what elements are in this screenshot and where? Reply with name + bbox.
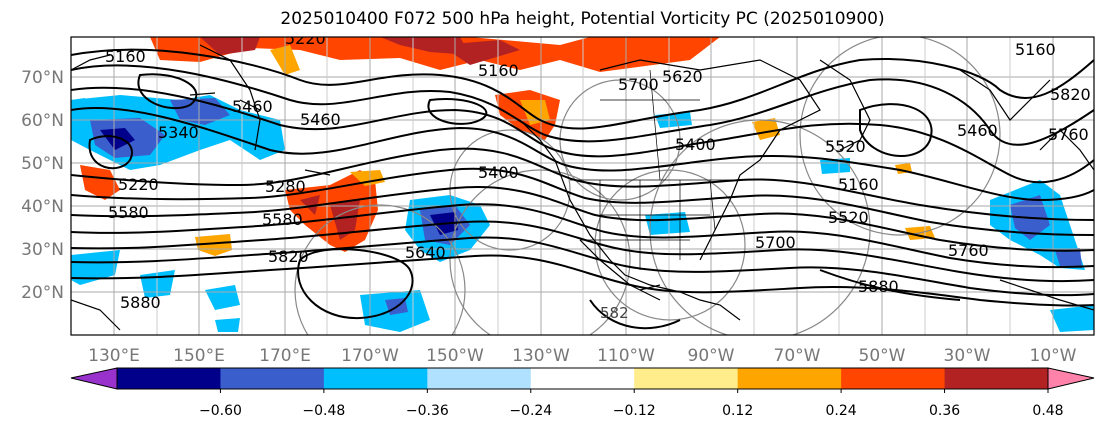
colorbar-segment <box>117 368 221 389</box>
lat-tick-label: 70°N <box>21 68 64 88</box>
lon-tick-label: 50°W <box>859 346 906 366</box>
contour-label: 5700 <box>755 233 796 252</box>
contour-label: 5760 <box>1048 125 1089 144</box>
lon-tick-label: 170°E <box>259 346 311 366</box>
contour-labels: 5160 5220 5160 5160 5340 5400 5460 5520 … <box>105 29 1091 322</box>
contour-label: 5620 <box>662 67 703 86</box>
colorbar-tick-label: 0.48 <box>1032 403 1063 419</box>
colorbar-right-extend <box>1047 367 1095 390</box>
contour-label: 5820 <box>268 247 309 266</box>
lon-tick-label: 10°W <box>1030 346 1077 366</box>
contour-label: 5520 <box>825 137 866 156</box>
contour-label: 5580 <box>108 203 149 222</box>
contour-label: 5340 <box>158 123 199 142</box>
colorbar-tick-label: −0.12 <box>613 403 656 419</box>
lon-tick-label: 150°W <box>426 346 484 366</box>
lat-tick-label: 40°N <box>21 197 64 217</box>
colorbar-left-extend <box>70 367 118 390</box>
lon-tick-label: 90°W <box>688 346 735 366</box>
contour-label: 5400 <box>478 163 519 182</box>
contour-label: 5460 <box>300 110 341 129</box>
contour-label: 5880 <box>858 277 899 296</box>
minor-contours <box>189 92 661 291</box>
lon-axis: 130°E 150°E 170°E 170°W 150°W 130°W 110°… <box>88 346 1077 366</box>
map-frame <box>70 36 1095 336</box>
lon-tick-label: 110°W <box>597 346 655 366</box>
colorbar-tick-label: −0.48 <box>302 403 345 419</box>
colorbar-tick-label: −0.36 <box>406 403 449 419</box>
contour-label: 582 <box>600 304 629 322</box>
contour-label: 5700 <box>618 75 659 94</box>
contour-label: 5280 <box>265 177 306 196</box>
colorbar-segment <box>530 368 635 389</box>
height-contours <box>71 48 1094 330</box>
contour-label: 5880 <box>120 293 161 312</box>
political-borders <box>570 69 740 270</box>
colorbar-tick-label: 0.12 <box>722 403 753 419</box>
lat-tick-label: 60°N <box>21 111 64 131</box>
contour-label: 5160 <box>1015 40 1056 59</box>
reference-circles <box>294 37 1001 335</box>
contour-label: 5580 <box>262 210 303 229</box>
lat-tick-label: 20°N <box>21 283 64 303</box>
colorbar-segment <box>323 368 428 389</box>
lat-tick-label: 30°N <box>21 240 64 260</box>
contour-label: 5160 <box>838 175 879 194</box>
colorbar-frame <box>116 367 1049 390</box>
map-content: 5160 5220 5160 5160 5340 5400 5460 5520 … <box>71 29 1094 335</box>
contour-label: 5160 <box>478 61 519 80</box>
colorbar-segment <box>427 368 532 389</box>
contour-label: 5460 <box>232 97 273 116</box>
colorbar-segment <box>634 368 739 389</box>
lon-tick-label: 130°W <box>512 346 570 366</box>
contour-label: 5400 <box>675 135 716 154</box>
contour-label: 5160 <box>105 47 146 66</box>
lat-axis: 70°N 60°N 50°N 40°N 30°N 20°N <box>21 68 64 303</box>
colorbar-segment <box>944 368 1049 389</box>
lon-tick-label: 30°W <box>944 346 991 366</box>
colorbar-tick-label: 0.36 <box>929 403 960 419</box>
contour-label: 5220 <box>118 175 159 194</box>
colorbar-segment <box>841 368 946 389</box>
map-title: 2025010400 F072 500 hPa height, Potentia… <box>280 9 885 29</box>
colorbar-tick-label: −0.60 <box>199 403 242 419</box>
contour-label: 5760 <box>948 241 989 260</box>
contour-label: 5220 <box>285 29 326 48</box>
colorbar-tick-label: 0.24 <box>826 403 857 419</box>
lon-tick-label: 130°E <box>88 346 140 366</box>
contour-label: 5460 <box>957 121 998 140</box>
lon-tick-label: 150°E <box>173 346 225 366</box>
lon-tick-label: 170°W <box>341 346 399 366</box>
colorbar: −0.60 −0.48 −0.36 −0.24 −0.12 0.12 0.24 0.36 0.4… <box>70 367 1095 419</box>
contour-label: 5820 <box>1050 85 1091 104</box>
colorbar-segment <box>737 368 842 389</box>
contour-label: 5520 <box>828 208 869 227</box>
contour-label: 5640 <box>405 243 446 262</box>
lon-tick-label: 70°W <box>774 346 821 366</box>
colorbar-segment <box>220 368 325 389</box>
colorbar-tick-label: −0.24 <box>509 403 552 419</box>
lat-tick-label: 50°N <box>21 154 64 174</box>
